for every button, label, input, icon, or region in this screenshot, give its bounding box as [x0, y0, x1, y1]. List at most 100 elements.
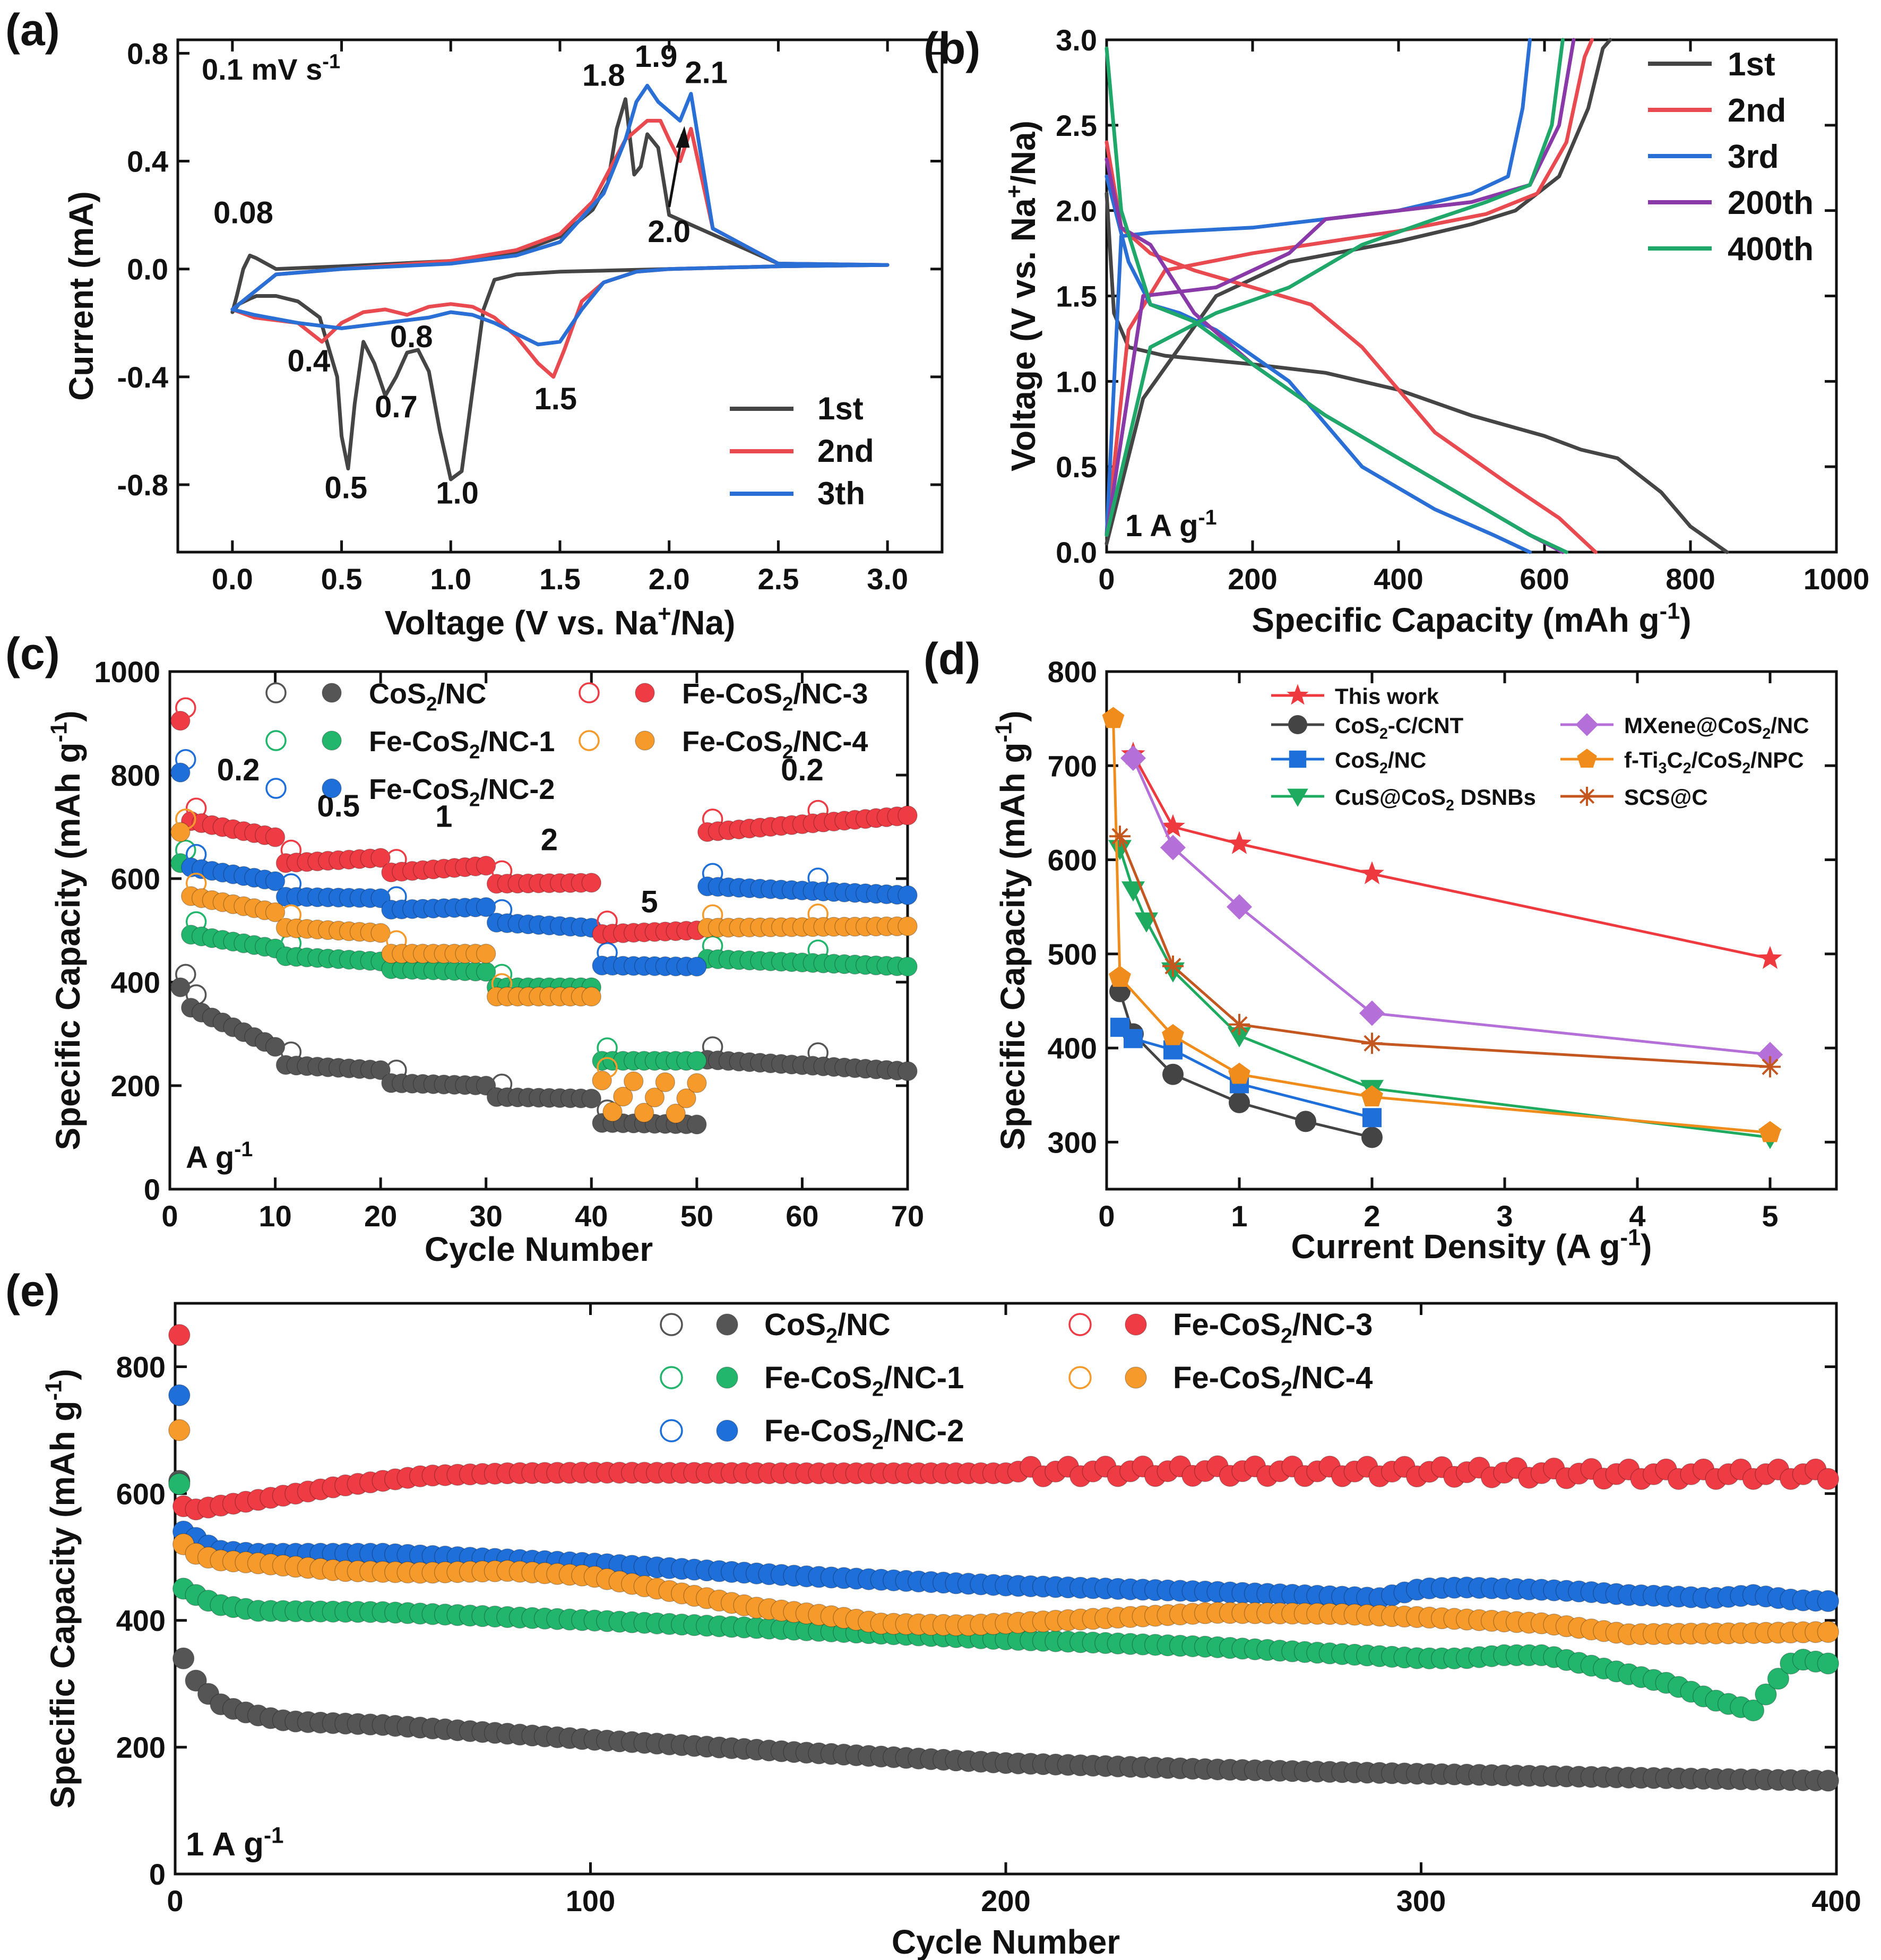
- d-xtick-label: 5: [1762, 1199, 1778, 1233]
- a-peak-label: 0.7: [375, 390, 418, 424]
- e-condition-part: 1 A g: [186, 1826, 264, 1863]
- a-ytick-label: 0.4: [127, 145, 168, 178]
- d-marker-f-Ti3C2/CoS2/NPC: [1361, 1085, 1383, 1107]
- e-legend-label-part: 2: [1281, 1378, 1292, 1401]
- d-marker-f-Ti3C2/CoS2/NPC: [1102, 707, 1125, 728]
- b-legend-label: 400th: [1728, 231, 1814, 268]
- e-point: [1817, 1769, 1840, 1792]
- c-series-CoS2/NC: [170, 964, 918, 1134]
- c-point: [634, 1103, 654, 1123]
- d-ytick-label: 300: [1048, 1125, 1097, 1159]
- e-legend-label: CoS2/NC: [764, 1308, 891, 1348]
- e-legend-label-part: /NC-3: [1292, 1308, 1373, 1342]
- c-legend-label: Fe-CoS2/NC-4: [682, 726, 868, 763]
- d-legend-label-part: 2: [1742, 760, 1750, 777]
- c-point: [676, 1088, 696, 1108]
- d-legend-label-part: 2: [1683, 760, 1692, 777]
- e-legend-label-part: Fe-CoS: [1173, 1361, 1281, 1395]
- e-panel-label: (e): [5, 1266, 60, 1316]
- c-legend-label-part: Fe-CoS: [369, 726, 469, 758]
- d-marker-CuS@CoS2 DSNBs: [1108, 840, 1132, 861]
- c-point: [687, 1051, 707, 1071]
- d-legend-label-part: 2: [1379, 760, 1388, 777]
- d-marker-f-Ti3C2/CoS2/NPC: [1162, 1024, 1184, 1045]
- e-legend-ball: [716, 1420, 738, 1442]
- c-legend-label-part: 2: [782, 741, 793, 763]
- c-point: [898, 916, 918, 936]
- d-legend-label-part: MXene@CoS: [1624, 713, 1762, 738]
- c-legend-label: Fe-CoS2/NC-2: [369, 773, 555, 811]
- a-condition: 0.1 mV s-1: [202, 51, 340, 86]
- e-xlabel: Cycle Number: [892, 1923, 1120, 1960]
- d-legend-marker: [1577, 749, 1597, 768]
- c-ytick-label: 800: [111, 759, 160, 792]
- a-ytick-label: -0.4: [117, 360, 169, 394]
- d-marker-CoS2-C/CNT: [1162, 1063, 1184, 1085]
- c-legend-ball: [635, 683, 655, 703]
- d-marker-SCS@C: [1162, 955, 1184, 977]
- e-legend-label-part: 2: [872, 1378, 884, 1401]
- c-xtick-label: 20: [364, 1199, 397, 1233]
- c-point-coulombic: [185, 984, 207, 1005]
- e-condition-part: -1: [264, 1823, 284, 1847]
- c-ytick-label: 0: [144, 1173, 160, 1206]
- a-condition-part: -1: [322, 51, 340, 73]
- a-xtick-label: 2.5: [757, 562, 799, 596]
- e-ylabel-part: -1: [41, 1380, 67, 1401]
- c-legend-ball: [322, 683, 342, 703]
- a-xtick-label: 0.5: [321, 562, 363, 596]
- e-ylabel-part: Specific Capacity (mAh g: [44, 1400, 82, 1808]
- e-legend-label: Fe-CoS2/NC-3: [1173, 1308, 1373, 1348]
- d-legend-label-part: 2: [1379, 726, 1388, 743]
- d-ytick-label: 700: [1048, 749, 1097, 783]
- b-xlabel-part: ): [1680, 601, 1691, 639]
- a-legend-label: 1st: [817, 391, 864, 426]
- c-ytick-label: 600: [111, 862, 160, 896]
- d-marker-SCS@C: [1361, 1033, 1383, 1054]
- d-marker-f-Ti3C2/CoS2/NPC: [1759, 1121, 1781, 1142]
- c-legend-label-part: Fe-CoS: [369, 773, 469, 805]
- b-panel-label: (b): [924, 23, 980, 73]
- c-legend-hollow: [579, 730, 600, 751]
- e-legend-label-part: Fe-CoS: [1173, 1308, 1281, 1342]
- c-legend-label-part: Fe-CoS: [682, 726, 782, 758]
- e-legend-ball: [1125, 1313, 1147, 1336]
- c-legend-label-part: 2: [469, 741, 480, 763]
- e-legend-label-part: /NC-1: [884, 1361, 964, 1395]
- b-ytick-label: 2.5: [1056, 109, 1097, 142]
- a-series-1st: [230, 97, 890, 482]
- c-rate-label: 0.2: [781, 753, 824, 787]
- b-ylabel-part: +: [1002, 185, 1028, 198]
- d-marker-CoS2-C/CNT: [1361, 1127, 1383, 1148]
- d-series-SCS@C: [1118, 835, 1772, 1068]
- b-xlabel-part: -1: [1660, 599, 1680, 624]
- d-ylabel-part: ): [994, 710, 1032, 721]
- e-legend-ball: [1125, 1366, 1147, 1389]
- d-marker-CoS2-C/CNT: [1229, 1091, 1250, 1113]
- d-ylabel: Specific Capacity (mAh g-1): [991, 710, 1032, 1150]
- c-xtick-label: 60: [786, 1199, 818, 1233]
- b-legend-label: 2nd: [1728, 92, 1786, 129]
- d-marker-This work: [1161, 814, 1185, 837]
- d-legend-label: f-Ti3C2/CoS2/NPC: [1624, 747, 1804, 777]
- d-xtick-label: 1: [1231, 1199, 1247, 1233]
- a-peak-label: 0.8: [390, 320, 433, 354]
- e-point: [168, 1323, 191, 1346]
- e-point: [185, 1669, 207, 1692]
- d-marker-MXene@CoS2/NC: [1227, 894, 1252, 920]
- d-legend-label: CoS2/NC: [1335, 747, 1426, 777]
- a-peak-label: 0.5: [324, 470, 367, 505]
- d-legend-label-part: CoS: [1335, 747, 1379, 772]
- a-series-3th: [230, 83, 890, 347]
- c-point: [644, 1087, 665, 1107]
- b-legend-label: 1st: [1728, 46, 1775, 83]
- e-point: [1767, 1667, 1790, 1690]
- e-ylabel-part: ): [44, 1369, 82, 1380]
- e-ylabel: Specific Capacity (mAh g-1): [41, 1369, 82, 1808]
- c-rate-label: 5: [641, 884, 658, 919]
- panel-c: 0 10 20 30 40 50 60 70 0 200 400 600 800 1000 (c) 0.2 0.…: [5, 629, 924, 1268]
- a-panel-label: (a): [5, 5, 60, 55]
- c-point: [170, 822, 191, 842]
